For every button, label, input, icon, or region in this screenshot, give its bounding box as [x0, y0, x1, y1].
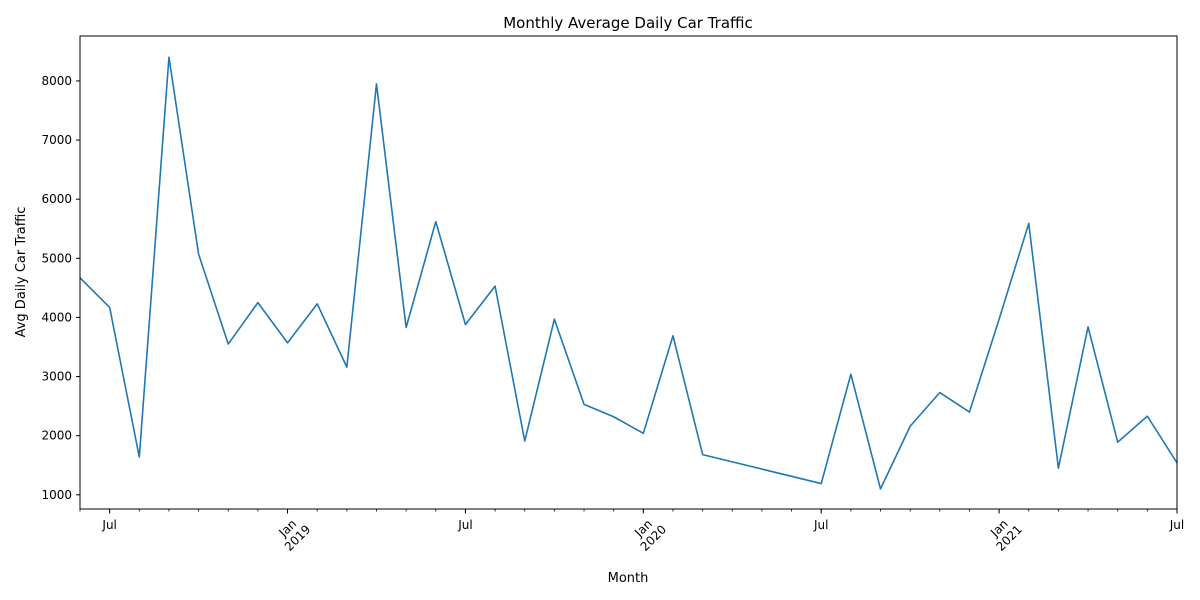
y-tick-label: 7000 — [41, 133, 72, 147]
x-tick-label: Jul — [101, 518, 116, 532]
x-tick-label: Jul — [457, 518, 472, 532]
y-tick-label: 5000 — [41, 251, 72, 265]
y-tick-label: 6000 — [41, 192, 72, 206]
x-tick-label: Jul — [813, 518, 828, 532]
y-tick-label: 8000 — [41, 74, 72, 88]
chart-title: Monthly Average Daily Car Traffic — [503, 14, 753, 32]
y-tick-label: 1000 — [41, 488, 72, 502]
y-tick-label: 3000 — [41, 370, 72, 384]
y-axis-title: Avg Daily Car Traffic — [14, 207, 29, 338]
plot-area — [79, 35, 1178, 510]
y-axis: 1000 2000 3000 4000 5000 6000 7000 8000 — [41, 74, 80, 502]
y-tick-label: 4000 — [41, 310, 72, 324]
series-line-0 — [79, 56, 1178, 490]
x-axis-title: Month — [608, 571, 649, 586]
y-tick-label: 2000 — [41, 429, 72, 443]
x-tick-label: Jul — [1169, 518, 1184, 532]
plot-frame — [79, 35, 1178, 510]
